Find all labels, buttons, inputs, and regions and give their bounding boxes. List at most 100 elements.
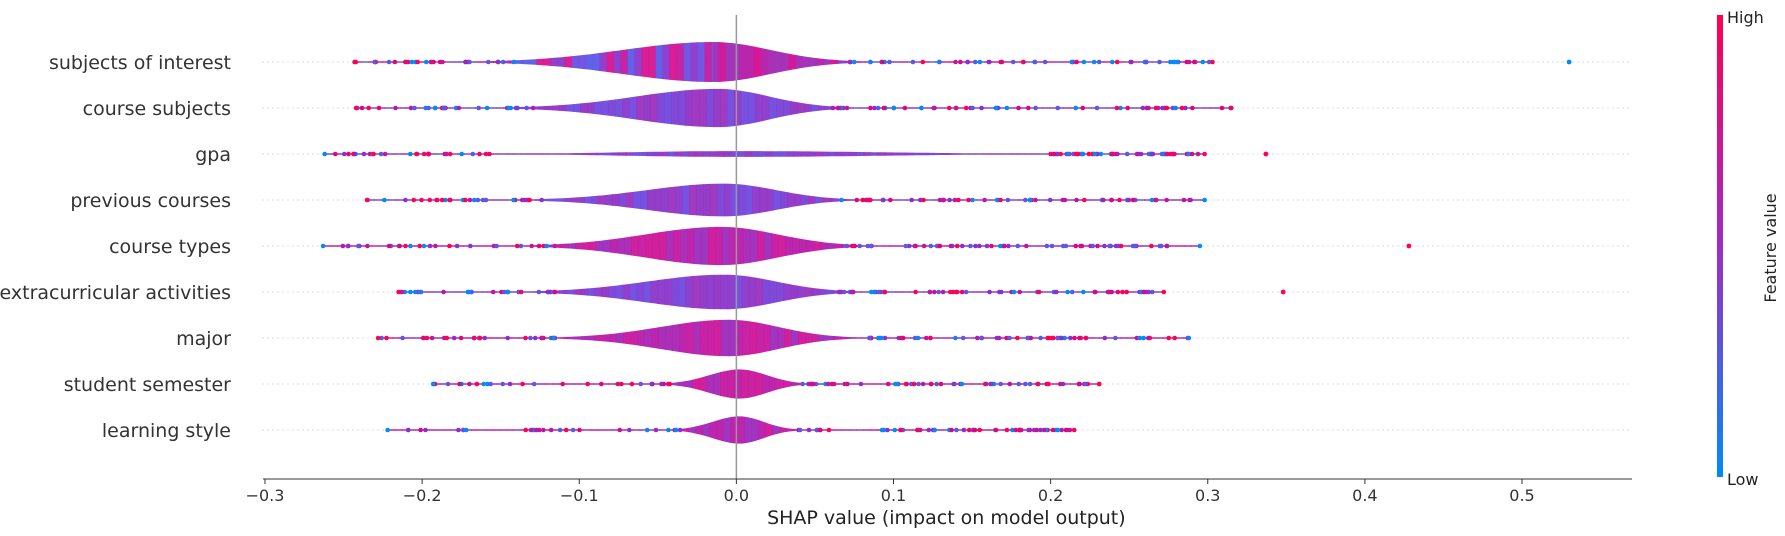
violin-slice [982,416,991,444]
data-point [963,289,969,295]
data-point [433,243,438,249]
data-point [928,335,933,341]
data-point [500,59,506,65]
feature-label: subjects of interest [49,52,231,74]
violin-slice [478,151,487,157]
violin-slice [688,151,697,157]
violin-slice [811,88,819,128]
violin-slice [741,274,750,310]
data-point [454,243,460,249]
data-point [997,289,1002,295]
data-point [468,243,473,249]
data-point [926,427,932,433]
data-point [826,427,832,433]
violin-slice [1010,151,1019,157]
violin-slice [506,416,515,444]
violin-slice [701,226,709,266]
data-point [868,197,873,203]
violin-slice [927,183,935,217]
violin-slice [370,88,378,128]
data-point [1026,427,1031,433]
violin-slice [758,151,767,157]
violin-slice [645,226,653,266]
data-point [472,335,477,341]
data-point [372,59,377,65]
violin-slice [731,183,739,217]
violin-slice [721,319,729,357]
violin-slice [591,183,599,217]
violin-slice [639,416,648,444]
violin-slice [436,416,445,444]
data-point [471,197,477,203]
violin-slice [798,319,806,357]
data-point [999,59,1005,65]
data-point [1034,427,1039,433]
violin-slice [1142,226,1150,266]
violin-slice [478,416,487,444]
data-point [451,335,457,341]
violin-slice [419,274,428,310]
data-point [1015,243,1021,249]
data-point [1113,335,1118,341]
violin-slice [804,274,813,310]
violin-slice [895,88,903,128]
data-point [927,289,933,295]
violin-slice [996,416,1005,444]
violin-slice [611,416,620,444]
violin-slice [461,369,469,399]
data-point [1069,59,1074,65]
data-point [1202,151,1207,157]
violin-slice [968,151,977,157]
data-point [523,427,528,433]
data-point [1038,335,1043,341]
violin-slice [477,226,485,266]
violin-slice [555,151,564,157]
violin-slice [1201,42,1210,82]
data-point [1026,105,1031,111]
data-point [421,243,427,249]
violin-slice [388,183,396,217]
violin-slice [930,369,938,399]
data-point [987,289,992,295]
data-point [951,381,956,387]
data-point [1149,197,1155,203]
data-point [920,381,926,387]
data-point [1079,243,1085,249]
violin-slice [762,274,771,310]
violin-slice [634,42,643,82]
violin-slice [706,88,714,128]
data-point [421,151,427,157]
violin-slice [993,369,1001,399]
violin-slice [1049,369,1057,399]
data-point [892,427,898,433]
violin-slice [814,151,823,157]
violin-slice [1051,226,1059,266]
violin-slice [912,151,921,157]
violin-slice [590,151,599,157]
violin-slice [581,319,589,357]
violin-slice [975,151,984,157]
data-point [1157,243,1163,249]
violin-slice [921,42,930,82]
violin-slice [702,416,711,444]
data-point [1164,197,1169,203]
violin-slice [822,183,830,217]
violin-slice [893,42,902,82]
data-point [906,243,912,249]
data-point [998,197,1003,203]
data-point [839,197,844,203]
data-point [936,59,942,65]
violin-slice [387,151,396,157]
violin-slice [808,183,816,217]
violin-slice [498,226,506,266]
data-point [481,381,487,387]
violin-slice [1035,88,1043,128]
data-point [1046,381,1051,387]
violin-slice [695,151,704,157]
violin-slice [643,369,651,399]
data-point [949,427,954,433]
data-point [1149,151,1155,157]
violin-slice [938,319,946,357]
violin-slice [583,151,592,157]
violin-slice [996,151,1005,157]
